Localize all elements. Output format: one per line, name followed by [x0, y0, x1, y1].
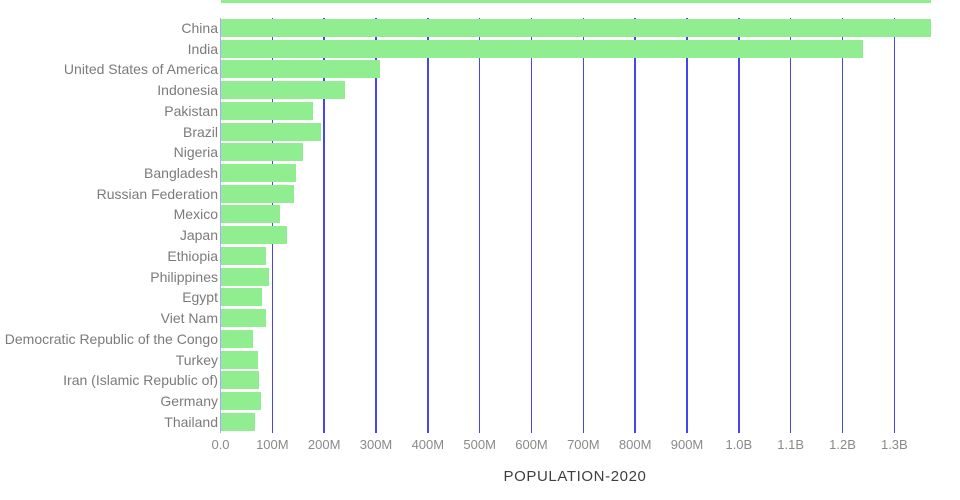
x-tick-label-700M: 700M: [567, 437, 600, 452]
population-bar-thailand[interactable]: [220, 412, 255, 431]
x-tick-label-1.1B: 1.1B: [777, 437, 805, 452]
category-label-democratic-republic-of-the-congo: Democratic Republic of the Congo: [4, 330, 218, 347]
x-tick-label-500M: 500M: [463, 437, 496, 452]
population-bar-nigeria[interactable]: [220, 143, 303, 162]
category-label-nigeria: Nigeria: [173, 144, 218, 161]
category-label-germany: Germany: [160, 392, 218, 409]
population-bar-mexico[interactable]: [220, 205, 280, 224]
x-tick-label-600M: 600M: [515, 437, 548, 452]
category-label-indonesia: Indonesia: [157, 82, 218, 99]
gridline-1.2B: [841, 18, 844, 433]
x-tick-label-0.0: 0.0: [211, 437, 230, 452]
gridline-900M: [686, 18, 688, 433]
x-tick-label-1.2B: 1.2B: [829, 437, 856, 452]
population-bar-ethiopia[interactable]: [220, 246, 266, 265]
gridline-500M: [478, 18, 481, 433]
x-tick-label-1.3B: 1.3B: [880, 437, 908, 452]
category-label-philippines: Philippines: [150, 268, 218, 285]
category-label-bangladesh: Bangladesh: [144, 165, 218, 182]
population-bar-china[interactable]: [220, 19, 931, 37]
gridline-1.3B: [893, 18, 896, 433]
category-label-thailand: Thailand: [164, 413, 218, 430]
population-bar-democratic-republic-of-the-congo[interactable]: [220, 329, 253, 348]
x-tick-label-300M: 300M: [359, 437, 393, 452]
gridline-700M: [582, 18, 585, 433]
gridline-200M: [323, 18, 325, 433]
population-bar-egypt[interactable]: [220, 288, 263, 307]
population-bar-india[interactable]: [220, 39, 863, 58]
population-bar-philippines[interactable]: [220, 267, 270, 286]
x-tick-label-400M: 400M: [411, 437, 445, 452]
gridline-1.1B: [789, 18, 792, 433]
category-label-japan: Japan: [179, 227, 218, 244]
category-label-brazil: Brazil: [182, 123, 218, 140]
y-axis-zero-line: [219, 18, 222, 433]
population-bar-russian-federation[interactable]: [220, 184, 295, 203]
x-tick-label-800M: 800M: [618, 437, 652, 452]
population-bar-iran-islamic-republic-of-[interactable]: [220, 371, 259, 390]
category-label-india: India: [187, 40, 218, 57]
population-bar-germany[interactable]: [220, 391, 261, 410]
gridline-600M: [530, 18, 533, 433]
clipped-bar-top: [220, 0, 931, 3]
category-label-russian-federation: Russian Federation: [96, 185, 218, 202]
category-label-turkey: Turkey: [175, 351, 218, 368]
population-bar-turkey[interactable]: [220, 350, 259, 369]
gridline-1.0B: [738, 18, 740, 433]
gridline-400M: [427, 18, 429, 433]
x-tick-label-1.0B: 1.0B: [725, 437, 753, 452]
category-label-united-states-of-america: United States of America: [63, 61, 218, 78]
x-tick-label-900M: 900M: [670, 437, 704, 452]
population-bar-viet-nam[interactable]: [220, 309, 267, 328]
gridline-100M: [271, 18, 274, 433]
gridline-800M: [634, 18, 636, 433]
population-bar-brazil[interactable]: [220, 122, 321, 141]
x-axis-title: POPULATION-2020: [503, 468, 647, 485]
population-bar-pakistan[interactable]: [220, 101, 313, 120]
x-tick-label-200M: 200M: [307, 437, 341, 452]
category-label-china: China: [181, 20, 218, 36]
population-bar-united-states-of-america[interactable]: [220, 60, 381, 79]
population-bar-indonesia[interactable]: [220, 81, 346, 100]
gridline-300M: [375, 18, 377, 433]
category-label-iran-islamic-republic-of-: Iran (Islamic Republic of): [63, 372, 218, 389]
x-tick-label-100M: 100M: [256, 437, 289, 452]
population-bar-bangladesh[interactable]: [220, 164, 296, 183]
category-label-mexico: Mexico: [173, 206, 218, 223]
category-label-viet-nam: Viet Nam: [160, 310, 218, 327]
category-label-pakistan: Pakistan: [164, 102, 218, 119]
category-label-egypt: Egypt: [182, 289, 218, 306]
category-label-ethiopia: Ethiopia: [167, 247, 218, 264]
population-bar-japan[interactable]: [220, 226, 288, 245]
